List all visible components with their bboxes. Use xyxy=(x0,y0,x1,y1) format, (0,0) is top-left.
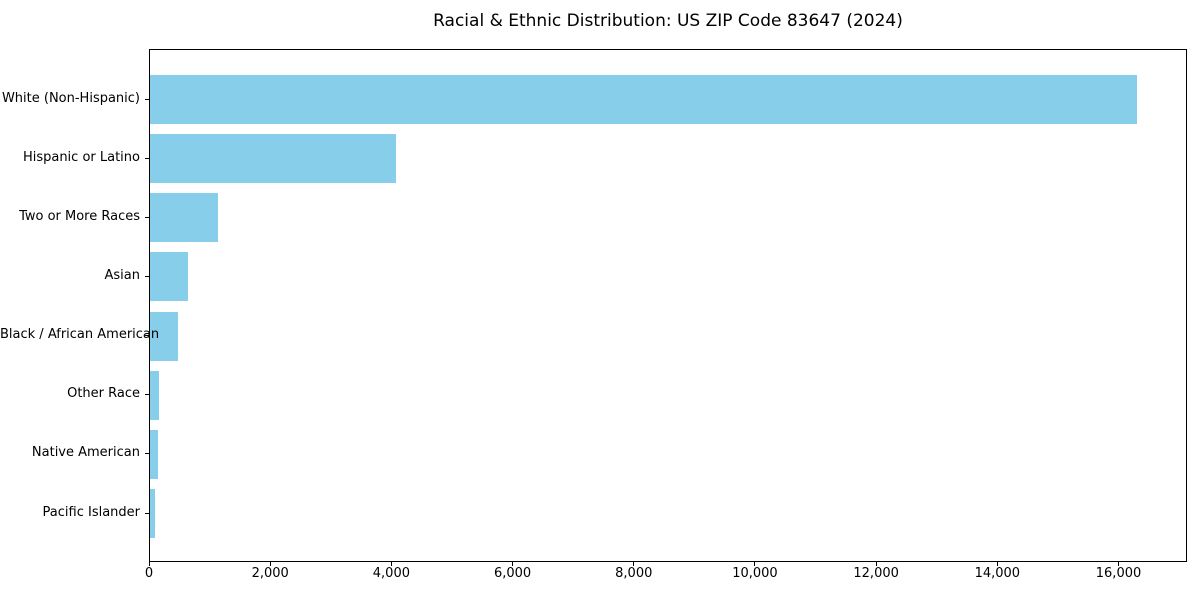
y-tick-label-hispanic-or-latino: Hispanic or Latino xyxy=(22,149,140,165)
x-tick-mark xyxy=(754,562,756,566)
x-tick-mark xyxy=(1118,562,1120,566)
y-tick-mark xyxy=(145,394,149,395)
y-tick-mark xyxy=(145,335,149,336)
x-tick-label-6000: 6,000 xyxy=(493,566,532,581)
x-tick-mark xyxy=(269,562,271,566)
bar-native-american xyxy=(150,429,158,479)
y-tick-mark xyxy=(145,217,149,218)
y-tick-label-black-african-american: Black / African American xyxy=(0,327,160,343)
x-tick-label-14000: 14,000 xyxy=(974,566,1021,581)
x-tick-mark xyxy=(390,562,392,566)
x-tick-label-2000: 2,000 xyxy=(251,566,289,581)
bar-black-african-american xyxy=(150,311,178,361)
x-tick-label-10000: 10,000 xyxy=(732,566,778,581)
bar-pacific-islander xyxy=(150,489,156,538)
y-tick-label-white-non-hispanic: White (Non-Hispanic) xyxy=(1,90,140,106)
y-tick-mark xyxy=(145,453,149,454)
plot-area xyxy=(149,49,1187,562)
bar-other-race xyxy=(150,370,160,420)
x-tick-mark xyxy=(633,562,635,566)
x-tick-label-16000: 16,000 xyxy=(1095,566,1142,581)
chart-title: Racial & Ethnic Distribution: US ZIP Cod… xyxy=(433,11,903,31)
x-tick-label-0: 0 xyxy=(144,566,154,581)
y-tick-label-asian: Asian xyxy=(104,267,140,283)
y-tick-mark xyxy=(145,276,149,277)
y-tick-mark xyxy=(145,513,149,514)
y-tick-mark xyxy=(145,99,149,100)
bar-white-non-hispanic xyxy=(150,75,1138,124)
y-tick-label-two-or-more-races: Two or More Races xyxy=(19,208,140,224)
y-tick-mark xyxy=(145,158,149,159)
bar-hispanic-or-latino xyxy=(150,134,397,184)
x-tick-label-12000: 12,000 xyxy=(853,566,899,581)
y-tick-label-other-race: Other Race xyxy=(67,386,140,402)
x-tick-mark xyxy=(875,562,877,566)
x-tick-mark xyxy=(512,562,514,566)
y-tick-label-native-american: Native American xyxy=(31,445,140,461)
x-tick-label-4000: 4,000 xyxy=(372,566,410,581)
bar-two-or-more-races xyxy=(150,193,219,243)
x-tick-mark xyxy=(148,562,150,566)
x-tick-mark xyxy=(996,562,998,566)
x-tick-label-8000: 8,000 xyxy=(615,566,653,581)
bar-asian xyxy=(150,252,188,302)
y-tick-label-pacific-islander: Pacific Islander xyxy=(42,504,140,520)
